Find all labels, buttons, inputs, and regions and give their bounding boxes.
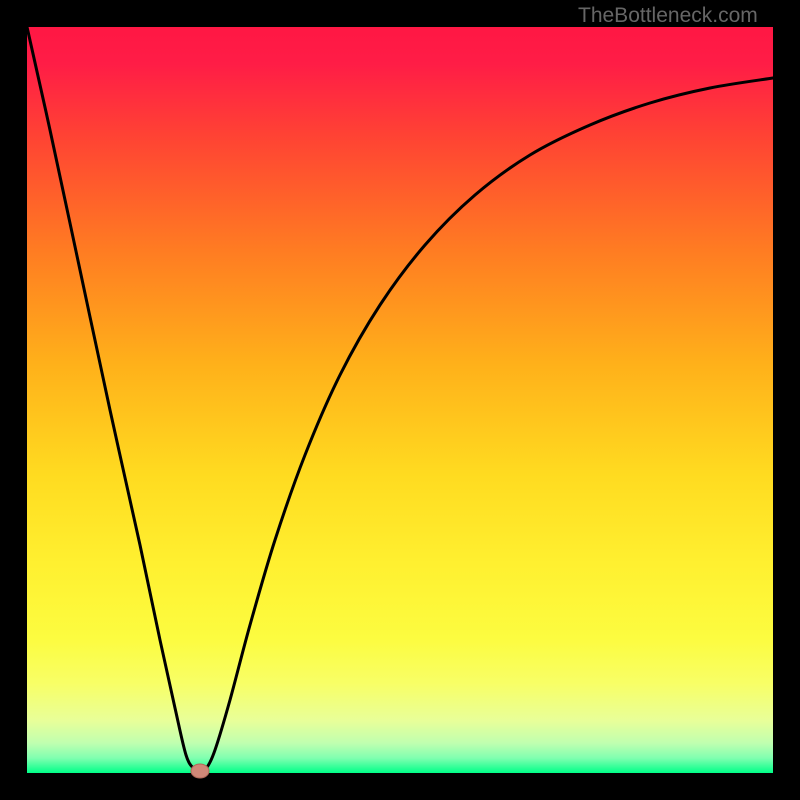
watermark-text: TheBottleneck.com [578,4,758,28]
plot-background [27,27,773,773]
minimum-marker [191,764,209,778]
chart-svg [0,0,800,800]
